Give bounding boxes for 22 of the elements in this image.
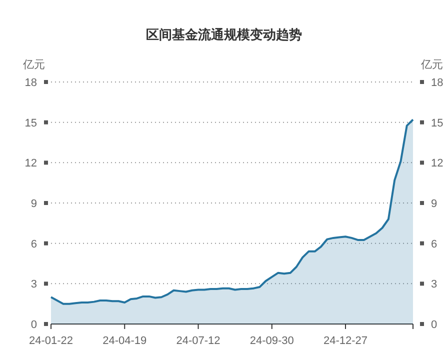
y2-tick-label: 0	[431, 319, 438, 331]
y-tick-label: 12	[24, 158, 37, 170]
y-tick-label: 15	[24, 117, 37, 130]
x-tick-label: 24-12-27	[323, 335, 368, 347]
x-tick-label: 24-09-30	[250, 335, 294, 347]
y2-tick-label: 15	[431, 117, 444, 130]
y2-tick-label: 3	[431, 278, 438, 291]
y-tick-label: 9	[30, 198, 37, 210]
chart-title: 区间基金流通规模变动趋势	[146, 27, 302, 42]
y2-tick-label: 18	[431, 77, 444, 89]
x-tick-label: 24-04-19	[102, 335, 147, 347]
x-tick-label: 24-01-22	[28, 335, 74, 347]
y-axis-title: 亿元	[22, 59, 45, 71]
y2-tick-label: 12	[431, 158, 444, 170]
y2-tick-label: 6	[431, 238, 438, 250]
y2-axis-title: 亿元	[420, 59, 443, 71]
x-tick-label: 24-07-12	[176, 335, 220, 347]
y2-tick-label: 9	[431, 198, 438, 210]
y-tick-label: 0	[30, 319, 37, 331]
y-tick-label: 6	[30, 238, 37, 250]
y-tick-label: 18	[24, 77, 37, 89]
y-tick-label: 3	[30, 278, 37, 291]
